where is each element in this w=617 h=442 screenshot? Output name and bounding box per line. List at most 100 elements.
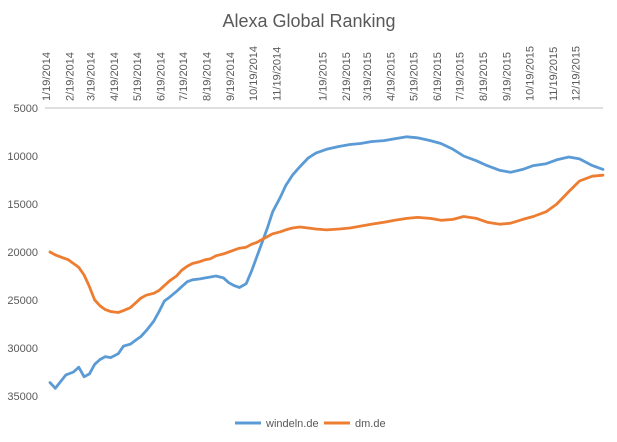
data-point: [54, 387, 57, 390]
data-point: [245, 246, 247, 248]
data-point: [261, 241, 263, 244]
data-point: [370, 223, 373, 225]
data-point: [191, 279, 194, 281]
data-point: [158, 310, 160, 313]
x-tick-label: 4/19/2015: [386, 52, 398, 101]
series-line-dm: [48, 173, 605, 314]
data-point: [338, 228, 341, 230]
x-tick-label: 11/19/2015: [548, 47, 560, 101]
x-tick-label: 10/19/2014: [248, 46, 260, 101]
data-point: [93, 363, 96, 366]
legend-label: windeln.de: [265, 418, 319, 430]
data-point: [284, 229, 287, 231]
data-point: [307, 227, 310, 229]
data-point: [291, 174, 294, 176]
data-point: [88, 285, 91, 288]
data-point: [191, 262, 194, 265]
data-point: [245, 282, 247, 285]
data-point: [99, 305, 101, 307]
data-point: [532, 164, 535, 167]
data-point: [72, 371, 75, 373]
data-point: [521, 218, 524, 221]
x-tick-label: 1/19/2014: [41, 52, 53, 101]
data-point: [122, 309, 125, 312]
data-point: [204, 277, 207, 279]
data-point: [545, 210, 547, 213]
data-point: [266, 235, 269, 238]
data-point: [163, 300, 166, 302]
data-point: [129, 343, 132, 346]
y-tick-label: 30000: [7, 343, 38, 355]
data-point: [250, 243, 253, 246]
x-tick-label: 9/19/2015: [502, 52, 514, 101]
x-tick-label: 5/19/2014: [132, 52, 144, 101]
data-point: [509, 222, 512, 224]
data-point: [228, 251, 230, 253]
data-point: [578, 158, 581, 160]
data-point: [153, 320, 155, 322]
data-point: [556, 159, 558, 161]
data-point: [486, 164, 488, 167]
x-tick-label: 2/19/2014: [64, 52, 76, 101]
legend-item-windeln: windeln.de: [235, 418, 319, 430]
x-tick-label: 1/19/2015: [318, 52, 330, 101]
data-point: [440, 142, 442, 145]
data-point: [291, 227, 294, 229]
data-point: [440, 219, 442, 222]
data-point: [359, 225, 362, 227]
data-point: [49, 251, 51, 253]
data-point: [602, 174, 604, 176]
y-tick-label: 15000: [7, 199, 38, 211]
data-point: [602, 168, 604, 171]
data-point: [109, 356, 112, 359]
data-point: [568, 190, 570, 193]
data-point: [475, 160, 478, 162]
data-point: [72, 262, 75, 265]
y-tick-label: 35000: [7, 391, 38, 403]
data-point: [238, 247, 241, 249]
data-point: [591, 164, 594, 167]
data-point: [109, 310, 112, 313]
data-point: [578, 180, 581, 182]
data-point: [228, 281, 230, 284]
data-point: [215, 275, 217, 277]
data-point: [370, 140, 373, 143]
data-point: [54, 254, 57, 256]
data-point: [545, 162, 547, 165]
data-point: [271, 210, 274, 213]
data-point: [429, 139, 432, 142]
data-point: [209, 257, 212, 260]
x-tick-label: 9/19/2014: [225, 52, 237, 101]
data-point: [67, 258, 69, 261]
data-point: [383, 139, 385, 142]
data-point: [383, 221, 385, 223]
data-point: [429, 217, 432, 220]
data-point: [181, 285, 183, 288]
data-point: [175, 275, 178, 277]
data-point: [233, 249, 235, 251]
data-point: [325, 229, 328, 231]
x-tick-label: 6/19/2015: [432, 52, 444, 101]
data-point: [99, 358, 101, 361]
data-point: [49, 381, 51, 384]
data-point: [475, 217, 478, 220]
data-point: [78, 366, 80, 369]
data-point: [62, 257, 64, 259]
x-tick-label: 7/19/2015: [455, 52, 467, 101]
data-point: [199, 260, 201, 263]
data-point: [284, 185, 287, 187]
data-point: [266, 227, 269, 229]
x-tick-label: 10/19/2015: [524, 46, 536, 101]
data-point: [134, 302, 137, 304]
data-point: [299, 165, 301, 168]
data-point: [186, 265, 188, 268]
legend-item-dm: dm.de: [324, 418, 386, 430]
data-point: [462, 215, 465, 218]
data-point: [83, 376, 85, 378]
data-point: [129, 306, 132, 309]
data-point: [521, 168, 524, 171]
data-point: [88, 373, 91, 375]
x-tick-label: 2/19/2015: [341, 52, 353, 101]
data-point: [104, 355, 107, 358]
